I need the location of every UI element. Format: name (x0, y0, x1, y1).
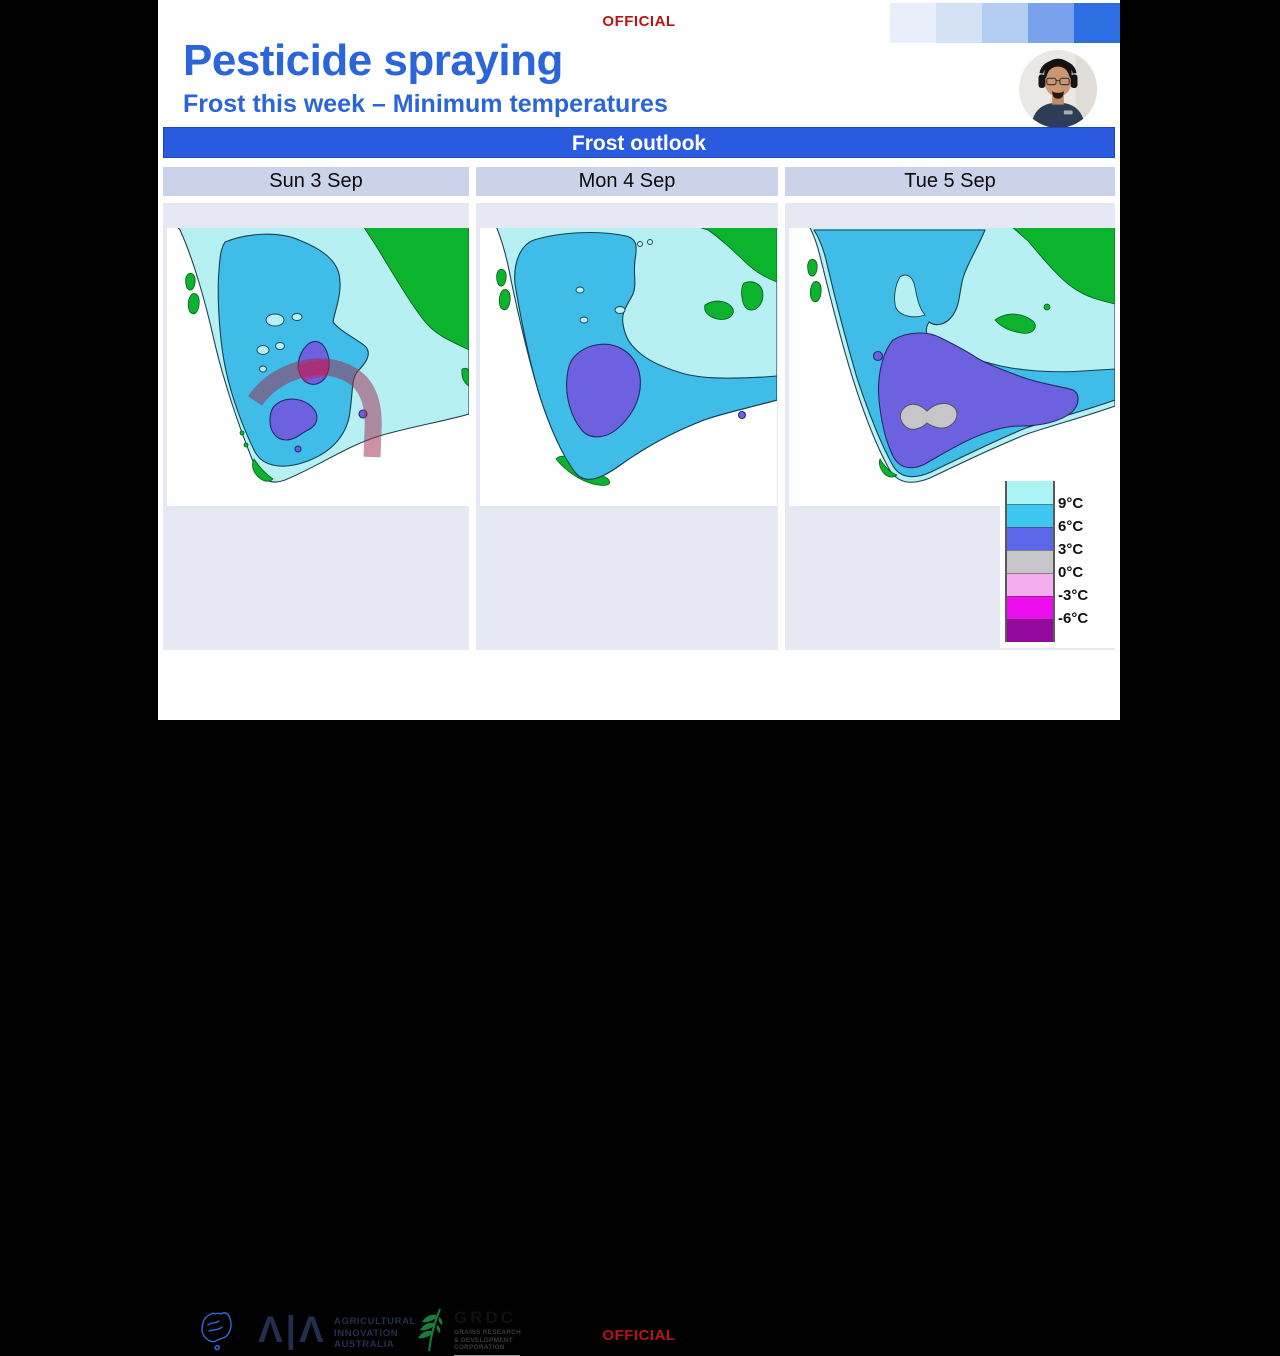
gradient-segment (890, 3, 936, 43)
legend-label: -6°C (1058, 610, 1089, 627)
legend-bands (1005, 481, 1055, 642)
gradient-segment (1074, 3, 1120, 43)
page-title: Pesticide spraying (183, 36, 563, 85)
legend-label: 9°C (1058, 495, 1084, 512)
legend-label: 3°C (1058, 541, 1084, 558)
three-degree-region (878, 332, 1079, 469)
official-classification-top: OFFICIAL (602, 13, 676, 30)
letterbox-left (0, 0, 158, 720)
zero-degree-region (899, 402, 958, 430)
forecast-panel-sun (163, 203, 469, 650)
legend-band (1007, 619, 1053, 642)
gradient-segment (1028, 3, 1074, 43)
footer: Λ|Λ AGRICULTURAL INNOVATION AUSTRALIA GR… (158, 650, 1120, 1356)
legend-band (1007, 573, 1053, 596)
forecast-panel-mon (476, 203, 778, 650)
frost-risk-annotation (247, 358, 382, 458)
page-subtitle: Frost this week – Minimum temperatures (183, 90, 668, 118)
six-degree-region (217, 233, 369, 467)
legend-label: -3°C (1058, 587, 1089, 604)
presenter-avatar (1019, 50, 1097, 128)
legend-label: 0°C (1058, 564, 1084, 581)
land-area (177, 228, 469, 483)
day-header-tue: Tue 5 Sep (785, 167, 1115, 196)
temperature-map-mon (480, 228, 777, 506)
legend-band (1007, 481, 1053, 504)
gradient-segment (982, 3, 1028, 43)
decorative-gradient-bar (890, 3, 1120, 43)
official-classification-bottom: OFFICIAL (602, 1327, 676, 1344)
day-header-sun: Sun 3 Sep (163, 167, 469, 196)
presenter-webcam (1019, 50, 1097, 128)
temperature-map-sun (167, 228, 469, 506)
land-area (496, 228, 777, 486)
land-area (807, 228, 1115, 483)
three-degree-region (566, 343, 641, 438)
presentation-slide: OFFICIAL Pesticide spraying Frost this w… (158, 0, 1120, 1356)
legend-label: 6°C (1058, 518, 1084, 535)
legend-band (1007, 527, 1053, 550)
gradient-segment (936, 3, 982, 43)
legend-band (1007, 550, 1053, 573)
temperature-map-tue (789, 228, 1115, 506)
day-header-mon: Mon 4 Sep (476, 167, 778, 196)
frost-outlook-banner: Frost outlook (163, 127, 1115, 158)
legend-band (1007, 504, 1053, 527)
legend-band (1007, 596, 1053, 619)
letterbox-right (1120, 0, 1280, 720)
temperature-legend: 9°C 6°C 3°C 0°C -3°C -6°C (1000, 477, 1116, 648)
